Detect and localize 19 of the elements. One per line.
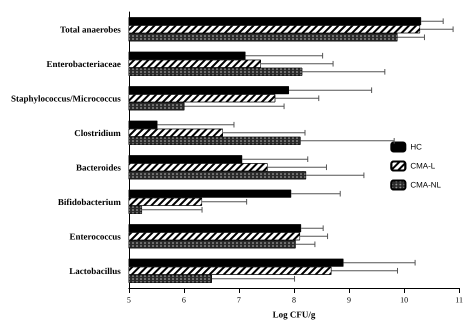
y-tick-label: Clostridium: [74, 128, 122, 138]
y-tick-label: Total anaerobes: [60, 24, 122, 34]
y-tick-label: Bacteroides: [76, 162, 122, 172]
y-tick-label: Enterobacteriaceae: [46, 58, 121, 69]
y-tick-label: Staphylococcus/Micrococcus: [10, 93, 122, 104]
x-tick-label: 6: [182, 296, 186, 304]
x-tick-label: 7: [236, 296, 241, 304]
x-tick-label: 5: [126, 296, 131, 304]
x-tick-label: 8: [292, 296, 296, 304]
x-axis-title: Log CFU/g: [272, 310, 316, 320]
x-tick-label: 11: [455, 296, 463, 304]
legend-label: HC: [410, 142, 422, 152]
y-tick-label: Bifidobacterium: [58, 196, 122, 207]
y-tick-label: Lactobacillus: [69, 266, 122, 276]
y-tick-label: Enterococcus: [69, 231, 122, 242]
x-tick-label: 9: [347, 296, 352, 304]
legend-label: CMA-NL: [410, 180, 442, 190]
x-tick-label: 10: [400, 296, 408, 304]
legend-label: CMA-L: [410, 162, 436, 170]
